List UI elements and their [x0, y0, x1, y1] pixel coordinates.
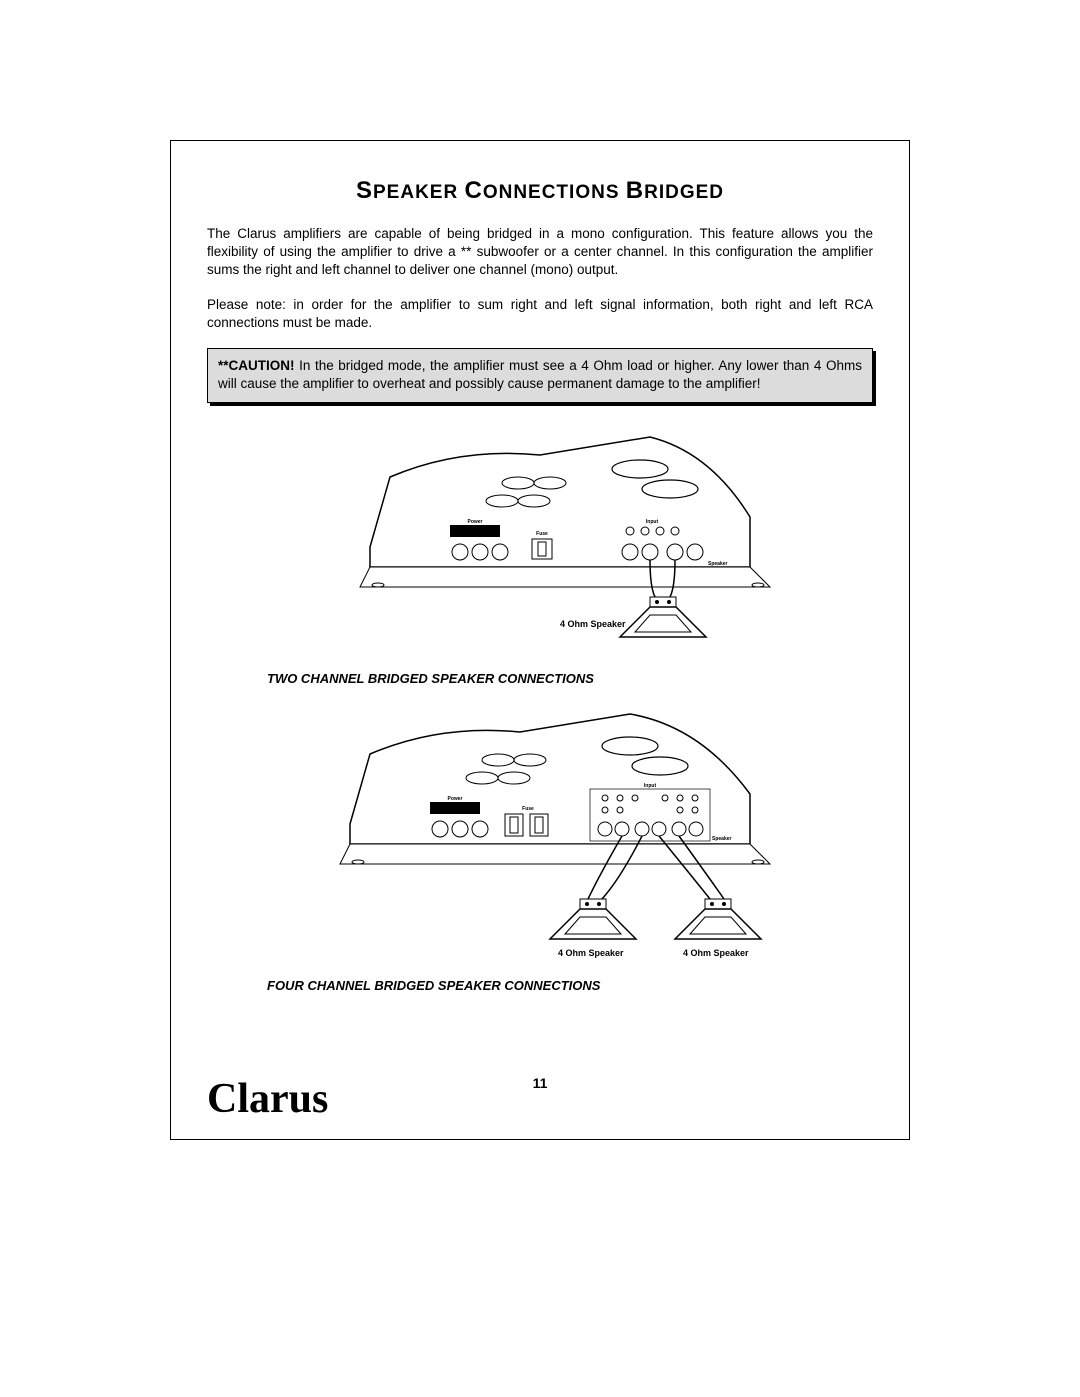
brand-logo: Clarus — [207, 1075, 328, 1123]
title-cap-2: C — [464, 177, 482, 204]
title-cap-1: S — [356, 177, 373, 204]
intro-paragraph-2: Please note: in order for the amplifier … — [207, 296, 873, 332]
panel-fuse-label: Fuse — [536, 531, 548, 537]
speaker-icon — [620, 597, 706, 637]
caution-text: In the bridged mode, the amplifier must … — [218, 358, 862, 391]
speaker-icon-left — [550, 899, 636, 939]
title-word-3: RIDGED — [644, 182, 724, 203]
title-word-2: ONNECTIONS — [483, 182, 626, 203]
page-number: 11 — [533, 1075, 548, 1091]
panel-speaker-label: Speaker — [708, 561, 728, 567]
panel-power-label: Power — [467, 519, 482, 525]
diagram-2-caption: FOUR CHANNEL BRIDGED SPEAKER CONNECTIONS — [267, 978, 873, 993]
title-word-1: PEAKER — [373, 182, 464, 203]
diagram-1-caption: TWO CHANNEL BRIDGED SPEAKER CONNECTIONS — [267, 671, 873, 686]
page-footer: Clarus 11 — [207, 1075, 873, 1123]
amp-diagram-1: Power Fuse Input Speaker — [280, 427, 800, 667]
caution-label: **CAUTION! — [218, 358, 295, 373]
speaker-label-1: 4 Ohm Speaker — [560, 619, 626, 629]
panel-input-label: Input — [646, 519, 659, 525]
panel-power-label-2: Power — [447, 796, 462, 802]
intro-paragraph-1: The Clarus amplifiers are capable of bei… — [207, 225, 873, 280]
panel-speaker-label-2: Speaker — [712, 836, 732, 842]
speaker-label-2r: 4 Ohm Speaker — [683, 948, 749, 958]
panel-fuse-label-2: Fuse — [522, 806, 534, 812]
amp-diagram-2: Power Fuse Input — [260, 704, 820, 974]
page-title: SPEAKER CONNECTIONS BRIDGED — [207, 177, 873, 205]
page-frame: SPEAKER CONNECTIONS BRIDGED The Clarus a… — [170, 140, 910, 1140]
panel-input-label-2: Input — [644, 783, 657, 789]
speaker-label-2l: 4 Ohm Speaker — [558, 948, 624, 958]
caution-box: **CAUTION! In the bridged mode, the ampl… — [207, 348, 873, 402]
title-cap-3: B — [626, 177, 644, 204]
diagram-two-channel: Power Fuse Input Speaker — [207, 427, 873, 667]
speaker-icon-right — [675, 899, 761, 939]
diagram-four-channel: Power Fuse Input — [207, 704, 873, 974]
